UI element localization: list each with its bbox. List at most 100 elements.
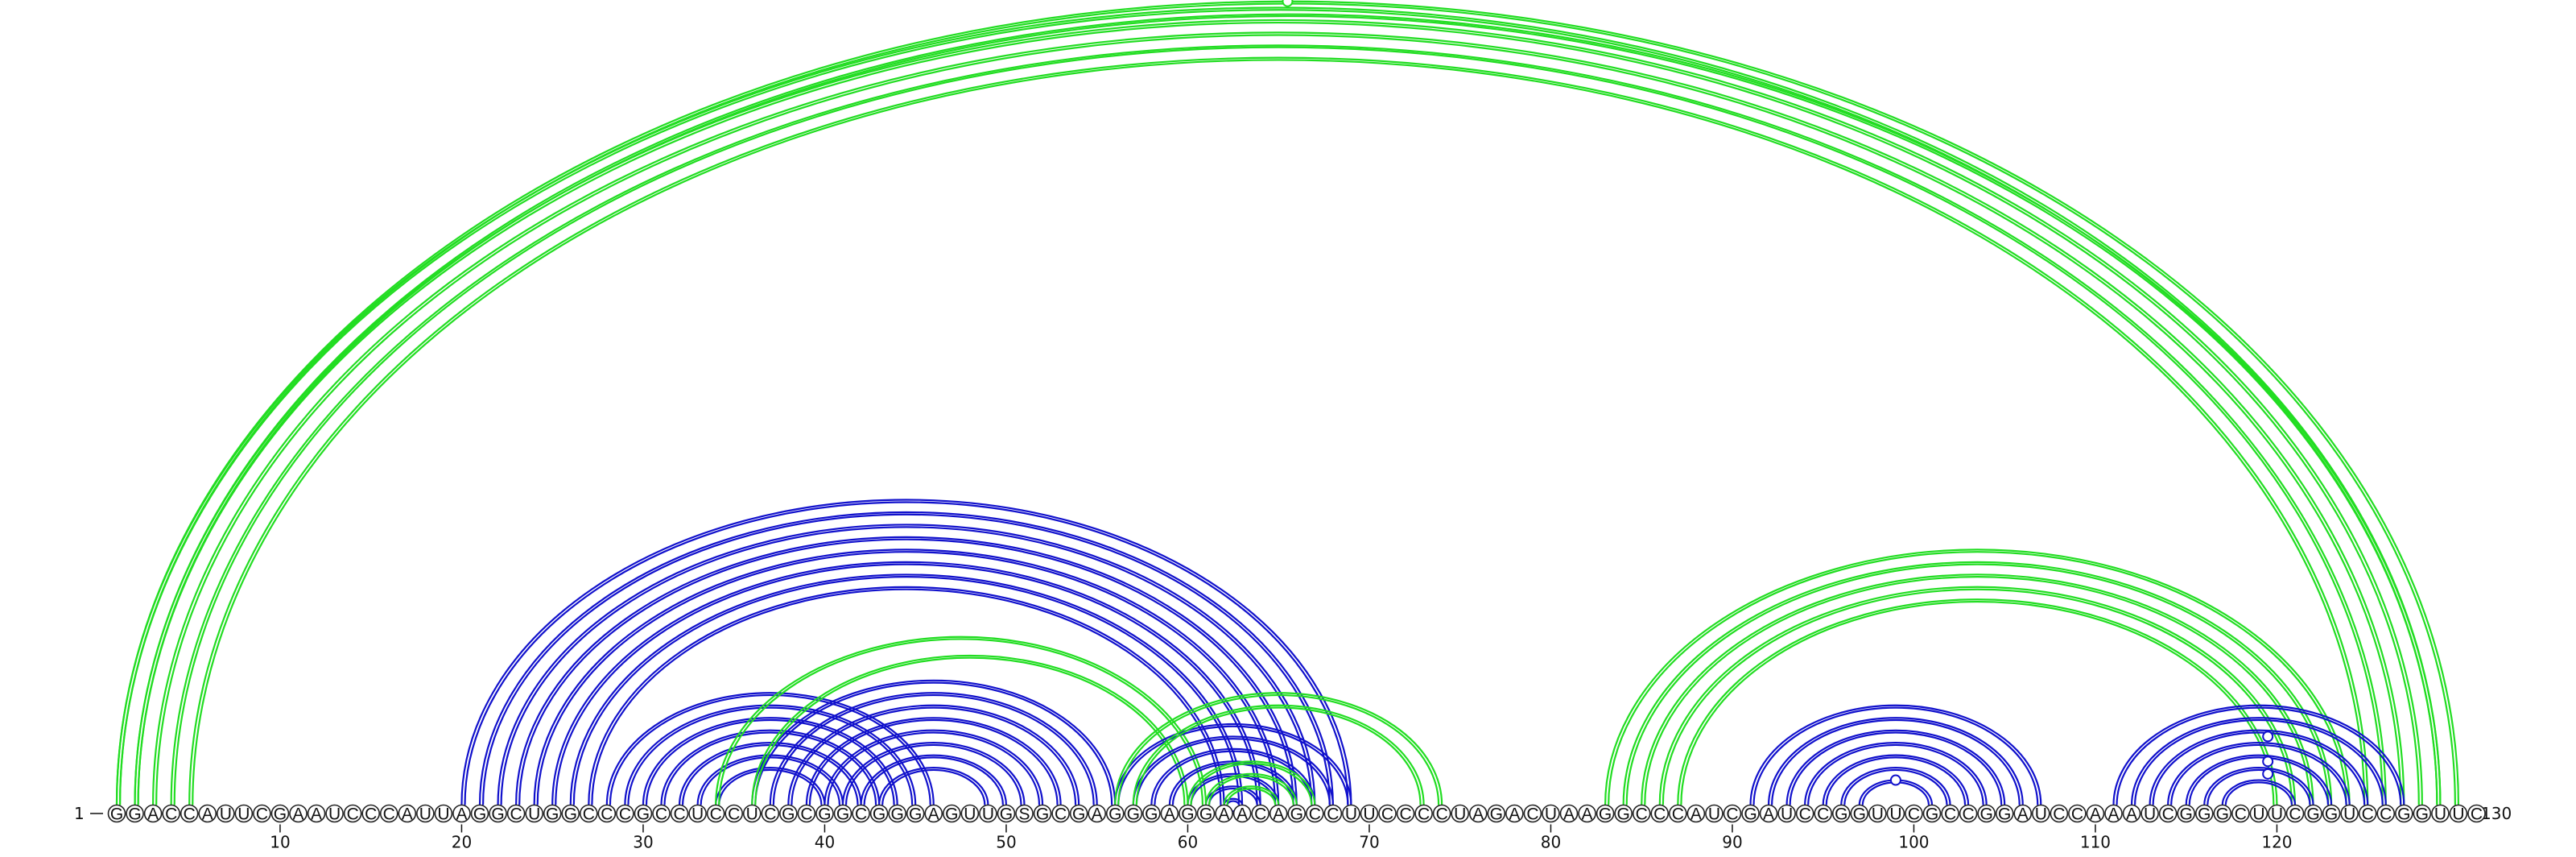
- nucleotide-letter: C: [1799, 805, 1811, 824]
- nucleotide-circle: [180, 804, 199, 823]
- arc-blue-40-52-inner: [827, 731, 1041, 805]
- nucleotide-99: U: [1886, 804, 1905, 824]
- nucleotide-circle: [2249, 804, 2268, 823]
- nucleotide-48: U: [960, 804, 980, 824]
- nucleotide-circle: [1669, 804, 1687, 823]
- arc-blue-96-102-inner: [1843, 769, 1948, 805]
- nucleotide-117: G: [2213, 804, 2232, 824]
- nucleotide-circle: [1850, 804, 1869, 823]
- nucleotide-letter: C: [1726, 805, 1738, 824]
- nucleotide-circle: [325, 804, 344, 823]
- nucleotide-80: U: [1542, 804, 1560, 824]
- arc-green-86-121-inner: [1662, 589, 2293, 805]
- nucleotide-letter: A: [1563, 805, 1575, 824]
- nucleotide-letter: C: [1327, 805, 1339, 824]
- nucleotide-circle: [2177, 804, 2195, 823]
- nucleotide-circle: [2431, 804, 2450, 823]
- nucleotide-letter: G: [2306, 805, 2319, 824]
- nucleotide-116: G: [2194, 804, 2214, 824]
- tick-label-120: 120: [2261, 833, 2292, 852]
- arc-green-1-130-inner: [120, 4, 2455, 805]
- nucleotide-letter: U: [1545, 805, 1557, 824]
- arc-blue-42-50: [860, 754, 1008, 805]
- nucleotide-100: C: [1905, 804, 1923, 824]
- nucleotide-19: U: [434, 804, 453, 824]
- nucleotide-letter: G: [1744, 805, 1757, 824]
- nucleotide-10: G: [270, 804, 290, 824]
- arc-blue-113-125-inner: [2152, 731, 2366, 805]
- nucleotide-35: C: [724, 804, 744, 824]
- nucleotide-circle: [489, 804, 507, 823]
- arc-blue-95-103: [1822, 754, 1970, 805]
- nucleotide-letter: A: [2017, 805, 2029, 824]
- nucleotide-circle: [670, 804, 689, 823]
- nucleotide-letter: A: [1092, 805, 1103, 824]
- arc-blue-116-122: [2203, 766, 2314, 805]
- nucleotide-circle: [198, 804, 217, 823]
- nucleotide-letter: A: [402, 805, 413, 824]
- nucleotide-circle: [2449, 804, 2468, 823]
- nucleotide-circle: [1614, 804, 1633, 823]
- arc-blue-40-52: [824, 729, 1044, 805]
- arc-blue-22-67-inner: [500, 526, 1313, 805]
- nucleotide-letter: G: [564, 805, 577, 824]
- nucleotide-letter: C: [2071, 805, 2083, 824]
- ticks-layer: 10 20 30 40 50 60 70 80 90 100 110 120: [270, 824, 2293, 852]
- arc-green-84-123-inner: [1625, 564, 2330, 805]
- nucleotide-letter: G: [1835, 805, 1847, 824]
- nucleotide-circle: [2122, 804, 2141, 823]
- nucleotide-28: C: [597, 804, 617, 824]
- nucleotide-circle: [1051, 804, 1070, 823]
- nucleotide-letter: G: [2397, 805, 2410, 824]
- pair-marker-97-101: [1889, 774, 1901, 786]
- tick-label-110: 110: [2080, 833, 2111, 852]
- nucleotide-circle: [1232, 804, 1252, 823]
- arc-green-1-130: [115, 0, 2460, 805]
- nucleotide-15: C: [361, 804, 381, 824]
- nucleotide-102: C: [1941, 804, 1959, 824]
- nucleotide-circle: [1287, 804, 1307, 823]
- nucleotide-letter: C: [1309, 805, 1321, 824]
- pair-marker-117-122: [2262, 768, 2274, 780]
- nucleotide-circle: [1741, 804, 1760, 823]
- nucleotide-circle: [724, 804, 744, 823]
- arc-blue-94-104-inner: [1807, 744, 1984, 805]
- nucleotide-letter: C: [2289, 805, 2301, 824]
- nucleotide-letter: A: [147, 805, 159, 824]
- arc-blue-60-65: [1187, 772, 1280, 805]
- nucleotide-circle: [706, 804, 725, 823]
- arc-green-56-74-inner: [1117, 694, 1440, 805]
- arc-blue-39-53-inner: [808, 719, 1059, 805]
- arc-blue-94-104: [1804, 742, 1988, 805]
- nucleotide-letter: A: [928, 805, 939, 824]
- nucleotide-circle: [1705, 804, 1724, 823]
- nucleotide-circle: [1251, 804, 1269, 823]
- nucleotide-circle: [1559, 804, 1579, 823]
- nucleotide-circle: [2086, 804, 2105, 823]
- nucleotide-39: C: [797, 804, 816, 824]
- nucleotide-letter: G: [836, 805, 849, 824]
- nucleotide-letter: A: [2107, 805, 2119, 824]
- arc-blue-43-49-inner: [881, 769, 986, 805]
- arc-green-2-128-inner: [137, 21, 2420, 805]
- nucleotide-123: G: [2322, 804, 2341, 824]
- nucleotide-84: G: [1614, 804, 1633, 824]
- arc-green-62-65: [1223, 785, 1280, 805]
- nucleotide-6: A: [198, 804, 217, 824]
- nucleotide-circle: [1777, 804, 1796, 823]
- nucleotide-letter: A: [292, 805, 303, 824]
- arcs-layer: [115, 0, 2460, 815]
- arc-blue-37-55: [769, 692, 1098, 805]
- nucleotide-letter: G: [1127, 805, 1140, 824]
- arc-blue-92-106-inner: [1771, 719, 2021, 805]
- nucleotide-115: G: [2177, 804, 2195, 824]
- nucleotide-letter: U: [437, 805, 449, 824]
- arc-blue-117-121: [2221, 779, 2297, 805]
- nucleotide-letter: G: [2325, 805, 2338, 824]
- nucleotide-circle: [1959, 804, 1978, 823]
- nucleotide-letter: G: [637, 805, 650, 824]
- nucleotide-31: C: [652, 804, 671, 824]
- nucleotide-letter: U: [1708, 805, 1720, 824]
- arc-blue-112-126-inner: [2134, 719, 2384, 805]
